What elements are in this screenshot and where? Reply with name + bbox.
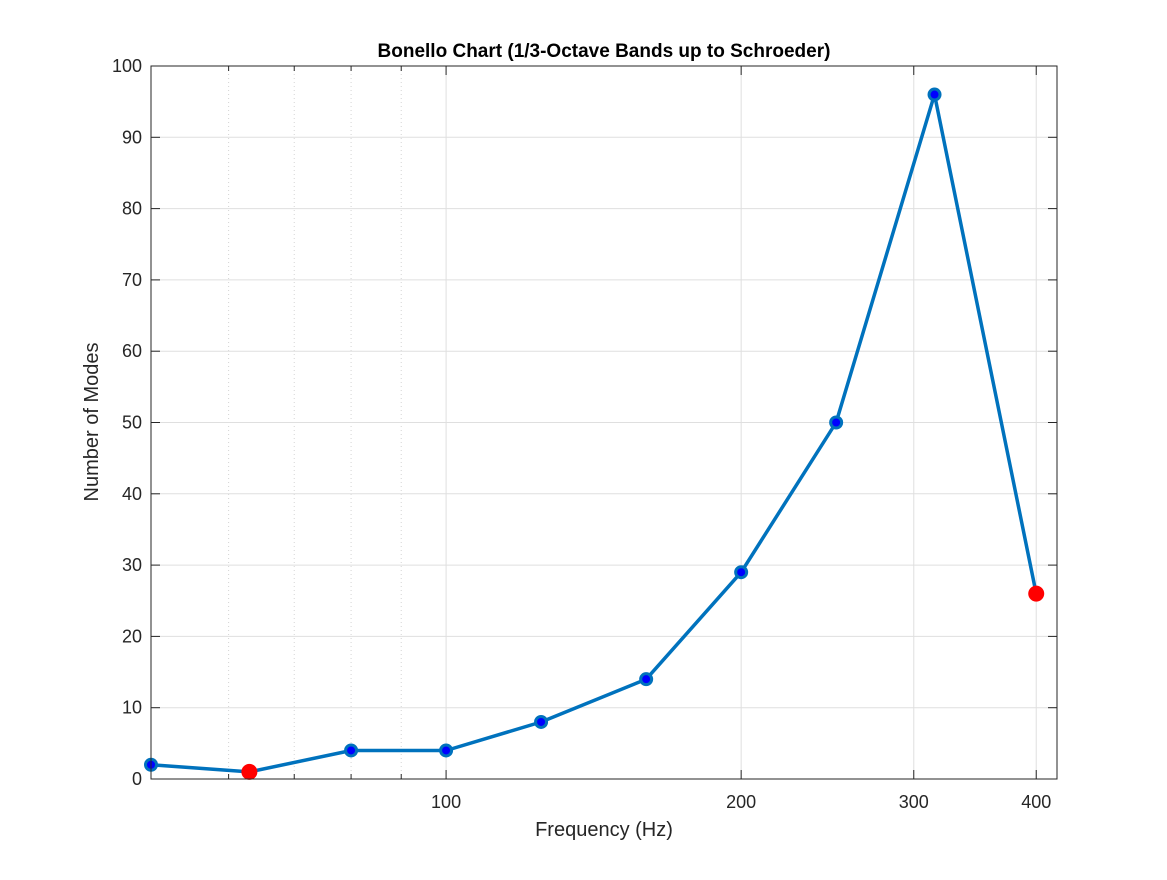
tick-marks xyxy=(151,65,1057,780)
y-tick-label: 20 xyxy=(122,626,142,646)
y-tick-label: 10 xyxy=(122,698,142,718)
data-point xyxy=(439,743,454,758)
flagged-point xyxy=(1028,585,1045,602)
data-point xyxy=(344,743,359,758)
chart-title: Bonello Chart (1/3-Octave Bands up to Sc… xyxy=(378,41,831,62)
flagged-point xyxy=(241,763,258,780)
tick-labels: 100 200 300 400 0 10 20 30 40 50 60 70 80 90 100 xyxy=(112,56,1051,812)
y-tick-label: 0 xyxy=(132,769,142,789)
x-tick-label: 200 xyxy=(726,792,756,812)
data-point xyxy=(639,672,654,687)
x-tick-label: 300 xyxy=(899,792,929,812)
data-point xyxy=(734,565,749,580)
series-layer xyxy=(144,87,1045,780)
data-point xyxy=(534,714,549,729)
y-tick-label: 40 xyxy=(122,484,142,504)
data-point xyxy=(829,415,844,430)
y-tick-label: 60 xyxy=(122,341,142,361)
y-tick-label: 50 xyxy=(122,413,142,433)
y-tick-label: 80 xyxy=(122,199,142,219)
data-point xyxy=(927,87,942,102)
y-axis-label: Number of Modes xyxy=(81,343,103,502)
x-axis-label: Frequency (Hz) xyxy=(535,819,673,841)
y-tick-label: 100 xyxy=(112,56,142,76)
y-tick-label: 30 xyxy=(122,555,142,575)
x-tick-label: 400 xyxy=(1021,792,1051,812)
y-tick-label: 70 xyxy=(122,270,142,290)
grid xyxy=(151,65,1057,780)
y-tick-label: 90 xyxy=(122,127,142,147)
series-line xyxy=(150,92,1038,774)
x-tick-label: 100 xyxy=(431,792,461,812)
